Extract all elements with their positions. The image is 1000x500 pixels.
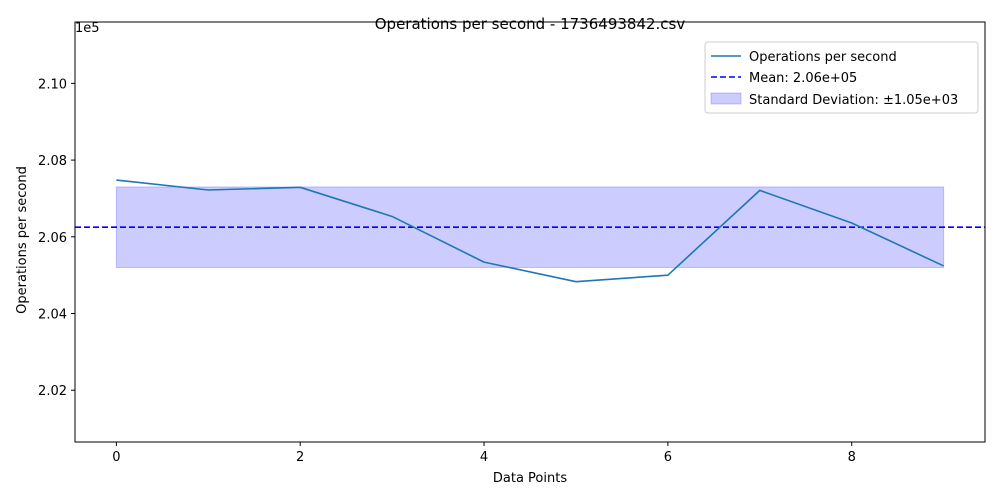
x-axis-title: Data Points: [493, 471, 567, 486]
legend-mean-label: Mean: 2.06e+05: [749, 71, 857, 86]
y-offset-label: 1e5: [75, 21, 100, 36]
chart-title: Operations per second - 1736493842.csv: [375, 15, 686, 33]
y-tick-label: 2.10: [38, 77, 67, 92]
legend-box: [704, 41, 979, 114]
axes-layer: [74, 21, 986, 443]
y-axis-title: Operations per second: [15, 166, 30, 314]
series-line-0: [116, 179, 944, 283]
ticks-layer: 0 2 4 6 8 2.02 2.04 2.06 2.08 2.10: [38, 77, 856, 465]
legend-std-swatch: [710, 92, 742, 105]
y-tick-label: 2.06: [38, 231, 67, 246]
legend: Operations per second Mean: 2.06e+05 Sta…: [704, 41, 979, 114]
legend-series-label: Operations per second: [749, 50, 897, 65]
y-tick-label: 2.04: [38, 308, 67, 323]
y-tick-label: 2.08: [38, 154, 67, 169]
series-layer: [116, 179, 944, 283]
x-tick-label: 8: [848, 450, 856, 465]
y-tick-label: 2.02: [38, 384, 67, 399]
x-tick-label: 6: [664, 450, 672, 465]
plot-frame: [74, 21, 986, 443]
legend-std-label: Standard Deviation: ±1.05e+03: [749, 93, 958, 108]
x-tick-label: 0: [112, 450, 120, 465]
x-tick-label: 4: [480, 450, 488, 465]
x-tick-label: 2: [296, 450, 304, 465]
